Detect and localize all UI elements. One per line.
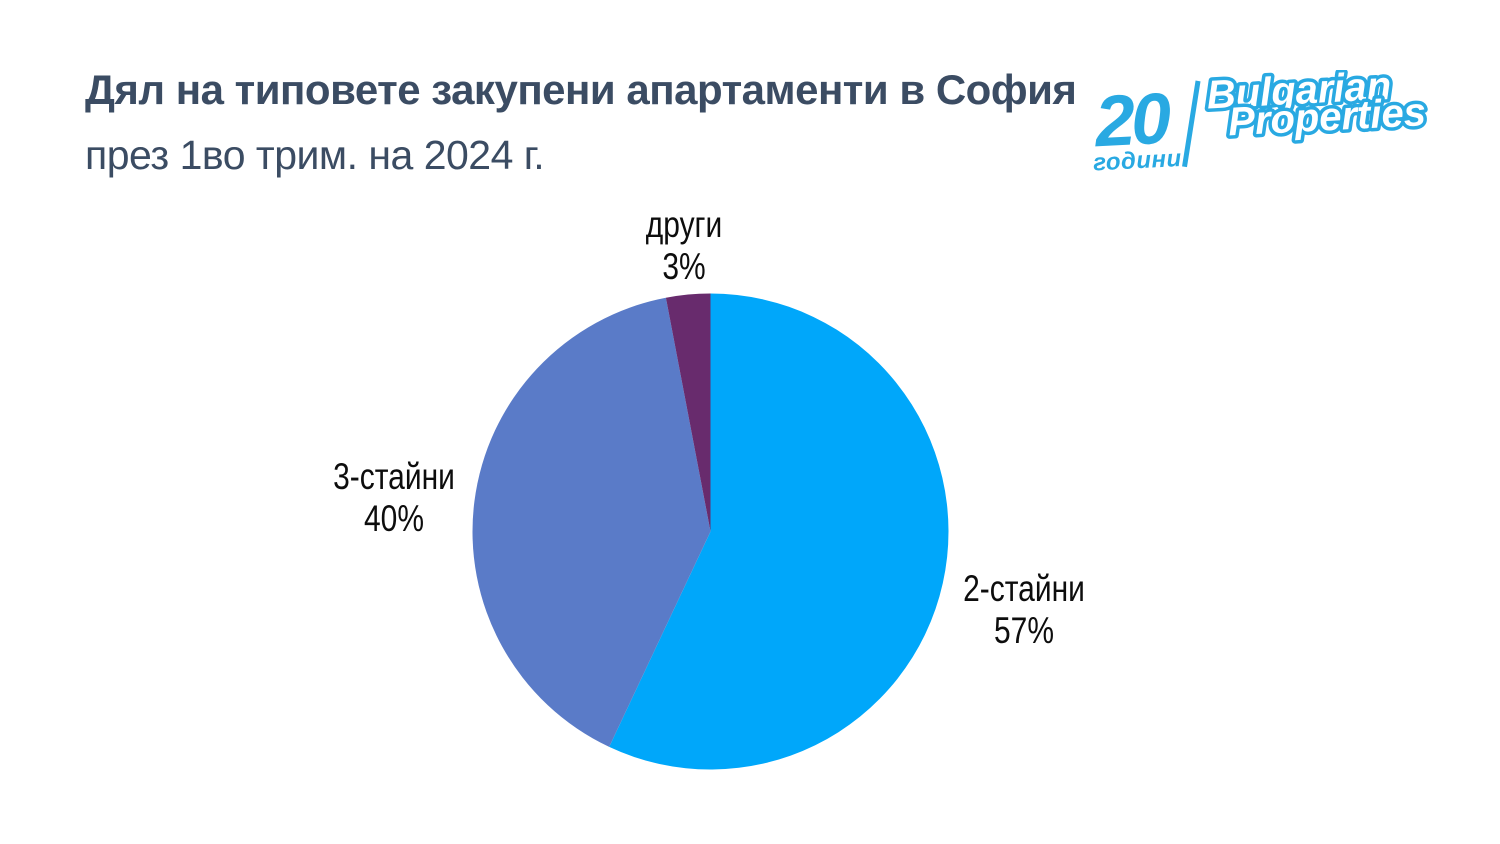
pie-chart	[472, 293, 949, 770]
pie-slice-2-stayni	[609, 293, 949, 770]
slice-label-3-stayni-pct: 40%	[364, 498, 424, 539]
logo-divider-slash	[1182, 80, 1201, 168]
slice-label-3-stayni-name: 3-стайни	[333, 456, 455, 497]
slice-label-2-stayni-pct: 57%	[994, 610, 1054, 651]
logo-years-word: години	[1092, 145, 1182, 177]
slice-label-2-stayni: 2-стайни 57%	[864, 568, 1184, 652]
logo-brand-line1: Bulgarian	[1206, 70, 1393, 117]
logo-brand-line2: Properties	[1227, 90, 1427, 144]
chart-title-line2: през 1во трим. на 2024 г.	[85, 132, 545, 178]
slice-label-drugi-pct: 3%	[662, 246, 706, 287]
chart-title-line1: Дял на типовете закупени апартаменти в С…	[85, 66, 1077, 113]
pie-slice-drugi	[665, 293, 711, 532]
slice-label-2-stayni-name: 2-стайни	[963, 568, 1085, 609]
pie-slice-3-stayni	[472, 297, 711, 747]
slice-label-drugi-name: други	[645, 204, 723, 245]
logo-years-number: 20	[1091, 78, 1173, 162]
slice-label-drugi: други 3%	[524, 204, 844, 288]
brand-logo: 20 години Bulgarian Properties	[1091, 70, 1431, 177]
slice-label-3-stayni: 3-стайни 40%	[234, 456, 554, 540]
